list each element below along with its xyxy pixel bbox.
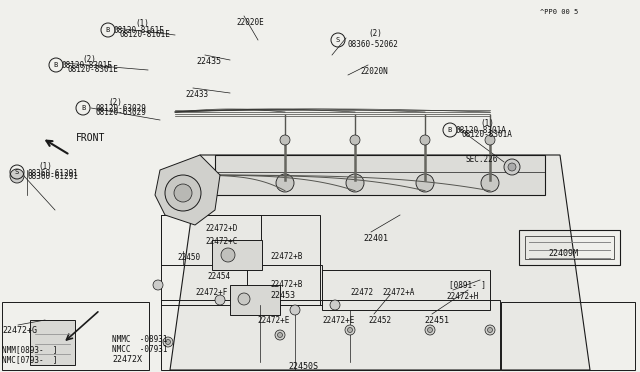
Text: 22472+G: 22472+G	[2, 326, 37, 335]
Text: 08120-63029: 08120-63029	[95, 104, 146, 113]
Text: B: B	[448, 127, 452, 133]
Bar	[519, 230, 620, 265]
Circle shape	[420, 135, 430, 145]
Circle shape	[165, 175, 201, 211]
Text: 22401: 22401	[363, 234, 388, 243]
Text: 22020E: 22020E	[236, 18, 264, 27]
Text: 08120-8301E: 08120-8301E	[62, 61, 113, 70]
Circle shape	[276, 174, 294, 192]
Circle shape	[280, 135, 290, 145]
Text: 08120-8301E: 08120-8301E	[68, 65, 119, 74]
Circle shape	[278, 333, 282, 337]
Text: NMC[0793-  ]: NMC[0793- ]	[2, 355, 58, 364]
Text: 22472+A: 22472+A	[382, 288, 414, 297]
Text: 22452: 22452	[368, 316, 391, 325]
Text: 22451: 22451	[424, 316, 449, 325]
Bar	[2, 302, 149, 370]
Text: 22409M: 22409M	[548, 249, 578, 258]
Circle shape	[428, 327, 433, 333]
Circle shape	[275, 330, 285, 340]
Circle shape	[330, 300, 340, 310]
Circle shape	[488, 327, 493, 333]
Text: 22472+D: 22472+D	[205, 224, 237, 233]
Circle shape	[504, 159, 520, 175]
Text: 22472X: 22472X	[112, 355, 142, 364]
Text: 22454: 22454	[207, 272, 230, 281]
Circle shape	[416, 174, 434, 192]
Text: (2): (2)	[368, 29, 382, 38]
Bar	[161, 300, 500, 370]
Text: 08120-8301A: 08120-8301A	[462, 130, 513, 139]
Circle shape	[10, 169, 24, 183]
Circle shape	[345, 325, 355, 335]
Text: 22472+B: 22472+B	[270, 280, 302, 289]
Circle shape	[481, 174, 499, 192]
Text: 22472+B: 22472+B	[270, 252, 302, 261]
Text: 08120-8301A: 08120-8301A	[456, 126, 507, 135]
Text: 22472: 22472	[350, 288, 373, 297]
Circle shape	[153, 280, 163, 290]
Text: 22472+C: 22472+C	[205, 237, 237, 246]
Text: 08360-52062: 08360-52062	[348, 40, 399, 49]
Circle shape	[350, 135, 360, 145]
Bar	[212, 240, 262, 270]
Text: 08120-8161E: 08120-8161E	[120, 30, 171, 39]
Circle shape	[425, 325, 435, 335]
Polygon shape	[155, 155, 220, 225]
Text: 08360-61291: 08360-61291	[28, 172, 79, 181]
Circle shape	[166, 340, 170, 344]
Text: SEC.226: SEC.226	[466, 155, 499, 164]
Circle shape	[174, 184, 192, 202]
Text: 22472+F: 22472+F	[195, 288, 227, 297]
Text: B: B	[81, 105, 85, 111]
Circle shape	[485, 135, 495, 145]
Text: (1): (1)	[38, 162, 52, 171]
Bar	[247, 265, 322, 305]
Text: 22472+E: 22472+E	[322, 316, 355, 325]
Circle shape	[348, 327, 353, 333]
Circle shape	[215, 295, 225, 305]
Text: 22472+H: 22472+H	[446, 292, 478, 301]
Text: (2): (2)	[82, 55, 96, 64]
Bar	[30, 320, 75, 365]
Bar	[322, 270, 490, 310]
Text: 08120-8161E: 08120-8161E	[114, 26, 165, 35]
Text: 22020N: 22020N	[360, 67, 388, 76]
Text: 08360-61291: 08360-61291	[28, 169, 79, 178]
Text: 22472+E: 22472+E	[257, 316, 289, 325]
Polygon shape	[215, 155, 545, 195]
Text: 22450S: 22450S	[288, 362, 318, 371]
Text: NMMC  -08931: NMMC -08931	[112, 335, 168, 344]
Text: 22453: 22453	[270, 291, 295, 300]
Text: B: B	[54, 62, 58, 68]
Text: (1): (1)	[480, 119, 494, 128]
Circle shape	[346, 174, 364, 192]
Circle shape	[485, 325, 495, 335]
Text: (2): (2)	[108, 98, 122, 107]
Text: ^PP0 00 5: ^PP0 00 5	[540, 9, 579, 15]
Circle shape	[221, 248, 235, 262]
Bar	[525, 236, 614, 259]
Text: S: S	[15, 169, 19, 175]
Circle shape	[508, 163, 516, 171]
Bar	[161, 215, 320, 305]
Text: B: B	[106, 27, 110, 33]
Text: FRONT: FRONT	[76, 133, 106, 143]
Text: 22435: 22435	[196, 57, 221, 66]
Circle shape	[290, 305, 300, 315]
Text: NMCC  -07931: NMCC -07931	[112, 345, 168, 354]
Text: NMM[0893-  ]: NMM[0893- ]	[2, 345, 58, 354]
Circle shape	[163, 337, 173, 347]
Bar	[501, 302, 635, 370]
Bar	[230, 285, 280, 315]
Text: [0891- ]: [0891- ]	[449, 280, 486, 289]
Text: 22450: 22450	[177, 253, 200, 262]
Text: 22433: 22433	[185, 90, 208, 99]
Polygon shape	[170, 155, 590, 370]
Text: (1): (1)	[135, 19, 149, 28]
Bar	[161, 215, 261, 265]
Text: S: S	[336, 37, 340, 43]
Circle shape	[238, 293, 250, 305]
Text: 08120-63029: 08120-63029	[95, 108, 146, 117]
